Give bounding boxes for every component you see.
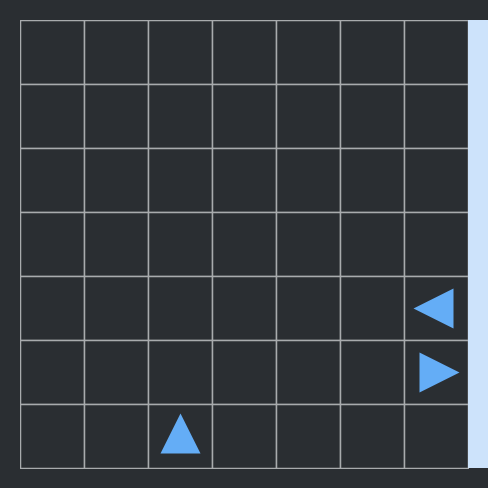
grid-cell-r2-c1[interactable] <box>83 147 150 214</box>
grid-cell-r5-c0[interactable] <box>20 339 86 406</box>
grid-cell-r6-c3[interactable] <box>211 403 278 469</box>
grid-cell-r5-c3[interactable] <box>211 339 278 406</box>
grid-cell-r3-c4[interactable] <box>275 211 342 278</box>
grid-cell-r0-c0[interactable] <box>20 20 86 86</box>
grid-cell-r1-c6[interactable] <box>403 83 469 150</box>
grid-cell-r5-c5[interactable] <box>339 339 406 406</box>
grid-cell-r3-c0[interactable] <box>20 211 86 278</box>
grid-cell-r0-c3[interactable] <box>211 20 278 86</box>
arrow-up-piece[interactable] <box>160 413 201 454</box>
grid-cell-r2-c2[interactable] <box>147 147 214 214</box>
grid-cell-r1-c4[interactable] <box>275 83 342 150</box>
grid-cell-r0-c2[interactable] <box>147 20 214 86</box>
grid-cell-r3-c3[interactable] <box>211 211 278 278</box>
grid-cell-r3-c6[interactable] <box>403 211 469 278</box>
grid-cell-r5-c1[interactable] <box>83 339 150 406</box>
grid-cell-r5-c2[interactable] <box>147 339 214 406</box>
grid-cell-r1-c1[interactable] <box>83 83 150 150</box>
grid-cell-r4-c4[interactable] <box>275 275 342 342</box>
grid-cell-r1-c0[interactable] <box>20 83 86 150</box>
grid-cell-r4-c2[interactable] <box>147 275 214 342</box>
grid-cell-r6-c0[interactable] <box>20 403 86 469</box>
grid-cell-r1-c3[interactable] <box>211 83 278 150</box>
grid-cell-r0-c4[interactable] <box>275 20 342 86</box>
game-board[interactable] <box>20 20 469 469</box>
grid-cell-r5-c4[interactable] <box>275 339 342 406</box>
arrow-right-piece[interactable] <box>419 352 460 393</box>
grid-cell-r3-c1[interactable] <box>83 211 150 278</box>
grid-cell-r1-c5[interactable] <box>339 83 406 150</box>
grid-cell-r6-c5[interactable] <box>339 403 406 469</box>
grid-cell-r6-c1[interactable] <box>83 403 150 469</box>
arrow-left-piece[interactable] <box>413 288 454 329</box>
grid-cell-r0-c6[interactable] <box>403 20 469 86</box>
grid-cell-r4-c0[interactable] <box>20 275 86 342</box>
grid-cell-r0-c5[interactable] <box>339 20 406 86</box>
grid-cell-r2-c3[interactable] <box>211 147 278 214</box>
grid-cell-r6-c4[interactable] <box>275 403 342 469</box>
side-panel <box>468 20 488 468</box>
grid-cell-r1-c2[interactable] <box>147 83 214 150</box>
grid-cell-r4-c5[interactable] <box>339 275 406 342</box>
grid-cell-r6-c6[interactable] <box>403 403 469 469</box>
grid-cell-r3-c5[interactable] <box>339 211 406 278</box>
grid-cell-r2-c5[interactable] <box>339 147 406 214</box>
grid-cell-r2-c0[interactable] <box>20 147 86 214</box>
grid-cell-r4-c3[interactable] <box>211 275 278 342</box>
grid-cell-r0-c1[interactable] <box>83 20 150 86</box>
grid-cell-r3-c2[interactable] <box>147 211 214 278</box>
grid-cell-r4-c1[interactable] <box>83 275 150 342</box>
grid-cell-r2-c6[interactable] <box>403 147 469 214</box>
grid-cell-r2-c4[interactable] <box>275 147 342 214</box>
